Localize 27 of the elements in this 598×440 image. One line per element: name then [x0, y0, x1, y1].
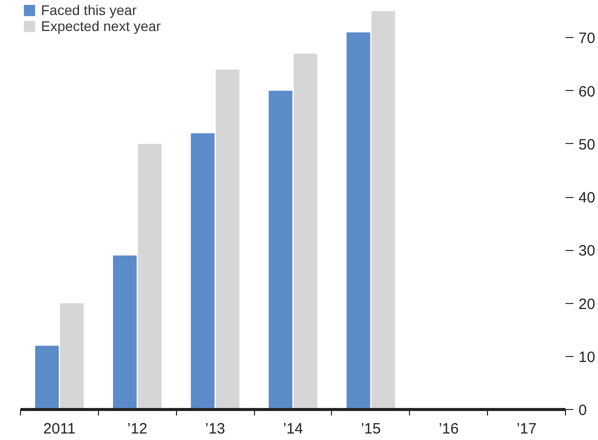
x-tick-label: ’13: [205, 420, 226, 438]
x-tick-label: ’15: [360, 420, 381, 438]
bar: [112, 255, 137, 410]
bar: [294, 54, 318, 410]
bar: [371, 11, 396, 410]
bar: [216, 70, 240, 410]
y-tick-label: 10: [578, 348, 596, 366]
bar: [268, 90, 292, 410]
x-tick-label: ’16: [438, 420, 459, 438]
x-tick-label: 2011: [43, 420, 76, 438]
bar: [35, 346, 59, 410]
y-tick-label: 40: [578, 190, 596, 207]
legend-label: Expected next year: [41, 18, 161, 34]
y-tick-label: 0: [578, 402, 587, 419]
y-tick-label: 20: [578, 296, 596, 313]
bar: [190, 133, 215, 410]
bar: [60, 303, 84, 410]
y-tick-label: 30: [578, 242, 596, 260]
bar: [346, 32, 370, 410]
legend-label: Faced this year: [41, 2, 137, 18]
bar: [138, 144, 162, 410]
y-tick-label: 50: [578, 136, 596, 154]
x-tick-label: ’14: [282, 420, 304, 438]
y-tick-label: 60: [578, 83, 596, 100]
x-tick-label: ’12: [127, 420, 148, 438]
x-tick-label: ’17: [516, 420, 537, 438]
y-tick-label: 70: [578, 30, 596, 48]
